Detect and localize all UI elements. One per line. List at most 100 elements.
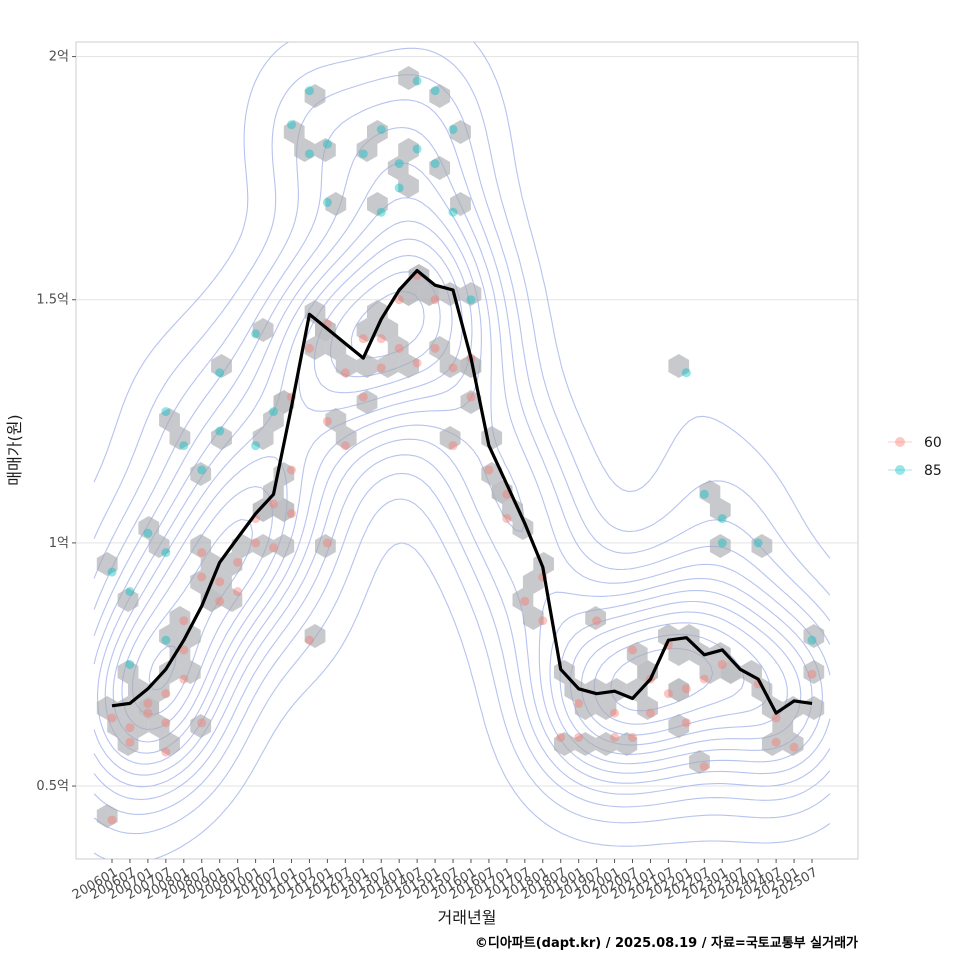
hex-bin	[803, 624, 825, 648]
point-85	[448, 207, 458, 217]
hex-bin	[335, 354, 357, 378]
point-85	[215, 426, 225, 436]
point-60	[699, 674, 709, 684]
hex-bin	[179, 624, 201, 648]
point-60	[286, 509, 296, 519]
hex-bin	[294, 138, 315, 162]
hex-bin	[252, 498, 274, 522]
point-60	[304, 635, 314, 645]
legend-label-60: 60	[924, 435, 942, 451]
point-85	[125, 659, 135, 669]
point-85	[376, 125, 386, 135]
hex-bin	[252, 534, 274, 558]
hex-bin	[522, 570, 544, 594]
point-60	[233, 557, 243, 567]
hex-bin	[439, 354, 461, 378]
point-60	[681, 718, 691, 728]
hex-bin	[626, 642, 648, 666]
point-85	[251, 441, 261, 451]
hex-bin	[761, 732, 783, 756]
point-60	[538, 616, 548, 626]
point-85	[197, 465, 207, 475]
hex-bin	[512, 588, 534, 612]
point-60	[394, 343, 404, 353]
hex-bin	[574, 696, 596, 720]
point-85	[807, 635, 817, 645]
hex-bin	[159, 660, 180, 684]
point-85	[376, 207, 386, 217]
point-60	[161, 718, 171, 728]
hex-bin	[387, 336, 409, 360]
point-85	[394, 183, 404, 193]
point-60	[430, 343, 440, 353]
hex-bin	[221, 552, 243, 576]
point-60	[179, 645, 189, 655]
hex-bin	[315, 534, 336, 558]
point-60	[645, 708, 655, 718]
hex-bin	[377, 354, 399, 378]
legend-key-60	[895, 437, 905, 447]
point-85	[161, 635, 171, 645]
hex-bin	[429, 156, 451, 180]
point-85	[448, 125, 458, 135]
point-60	[161, 689, 171, 699]
hex-bin	[263, 408, 284, 432]
point-85	[179, 441, 189, 451]
point-60	[610, 708, 620, 718]
hex-bin	[460, 282, 482, 306]
point-60	[358, 334, 368, 344]
hex-bin	[128, 678, 149, 702]
point-60	[215, 577, 225, 587]
point-85	[322, 139, 332, 149]
hex-bin	[96, 804, 118, 828]
hex-bin	[398, 354, 419, 378]
hex-bin	[304, 624, 326, 648]
point-85	[161, 548, 171, 558]
hex-bin	[169, 606, 191, 630]
hex-bin	[637, 660, 658, 684]
hex-bin	[460, 354, 482, 378]
hex-bin	[668, 714, 690, 738]
hex-bin	[481, 462, 503, 486]
hex-bin	[709, 642, 731, 666]
hex-bin	[668, 642, 690, 666]
hex-bin	[283, 120, 305, 144]
hex-bin	[408, 264, 430, 288]
point-60	[592, 616, 602, 626]
point-60	[574, 698, 584, 708]
density-contours	[93, 42, 831, 859]
hex-bin	[658, 624, 679, 648]
hex-bin	[159, 732, 180, 756]
hex-bin	[595, 732, 617, 756]
point-60	[233, 587, 243, 597]
hex-bin	[190, 570, 212, 594]
point-60	[251, 538, 261, 548]
point-60	[197, 718, 207, 728]
legend-key-85	[895, 465, 905, 475]
hex-bin	[460, 390, 482, 414]
point-85	[143, 528, 153, 538]
point-85	[161, 407, 171, 417]
point-60	[807, 669, 817, 679]
hex-bin	[689, 750, 710, 774]
point-60	[412, 358, 422, 368]
hex-bin	[678, 624, 700, 648]
point-60	[143, 708, 153, 718]
point-60	[628, 732, 638, 742]
point-60	[681, 684, 691, 694]
hex-bin	[398, 282, 419, 306]
point-85	[286, 120, 296, 130]
point-60	[197, 572, 207, 582]
hex-bin	[252, 426, 274, 450]
hex-bin	[96, 552, 118, 576]
point-60	[304, 343, 314, 353]
hex-bin	[252, 318, 274, 342]
hex-bin	[325, 192, 347, 216]
hex-bin	[522, 606, 544, 630]
point-60	[269, 543, 279, 553]
hex-bin	[117, 588, 139, 612]
hex-bin	[668, 354, 690, 378]
point-60	[771, 737, 781, 747]
hex-bin	[709, 498, 731, 522]
